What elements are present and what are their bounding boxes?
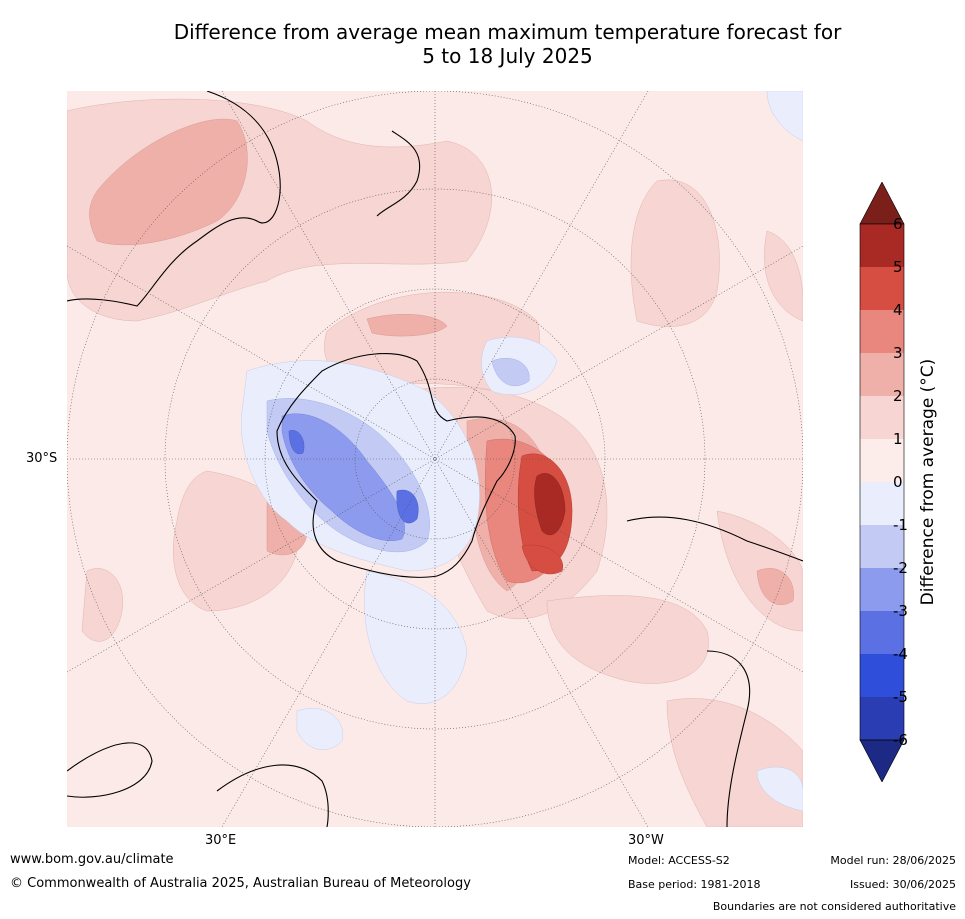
longitude-label-30w: 30°W: [628, 833, 664, 848]
colorbar-segment: [860, 310, 904, 353]
colorbar-tick-label: 6: [893, 215, 903, 233]
colorbar-tick-label: 4: [893, 301, 903, 319]
colorbar-segment: [860, 611, 904, 654]
graticule: [67, 91, 803, 827]
colorbar-tick-label: -4: [893, 645, 908, 663]
issued-date: Issued: 30/06/2025: [849, 878, 956, 891]
website-link[interactable]: www.bom.gov.au/climate: [10, 852, 174, 867]
colorbar-tick-label: 1: [893, 430, 903, 448]
colorbar-segment: [860, 568, 904, 611]
colorbar-tick-label: 0: [893, 473, 903, 491]
colorbar-tick-label: 2: [893, 387, 903, 405]
title-line-2: 5 to 18 July 2025: [422, 44, 593, 68]
colorbar-frame: [859, 223, 905, 741]
anomaly-4-to-5: [534, 473, 566, 536]
longitude-label-30e: 30°E: [205, 833, 237, 848]
map-title: Difference from average mean maximum tem…: [0, 20, 965, 68]
colorbar-tick-label: -1: [893, 516, 908, 534]
coastlines: [67, 91, 803, 827]
anomaly-minus2-to-minus3: [281, 413, 405, 541]
colorbar-segment: [860, 396, 904, 439]
latitude-label-30s: 30°S: [26, 451, 58, 466]
boundaries-disclaimer: Boundaries are not considered authoritat…: [712, 900, 956, 913]
model-run-date: Model run: 28/06/2025: [830, 854, 956, 867]
copyright-notice: © Commonwealth of Australia 2025, Austra…: [10, 876, 471, 891]
model-name: Model: ACCESS-S2: [628, 854, 730, 867]
colorbar-segment: [860, 439, 904, 482]
colorbar-segment: [860, 482, 904, 525]
colorbar-segment: [860, 654, 904, 697]
colorbar-title: Difference from average (°C): [918, 358, 938, 606]
colorbar-tick-label: -3: [893, 602, 908, 620]
colorbar-segment: [860, 525, 904, 568]
colorbar-tick-label: -6: [893, 731, 908, 749]
polar-map: [67, 91, 803, 827]
colorbar-tick-label: 3: [893, 344, 903, 362]
colorbar-segment: [860, 267, 904, 310]
colorbar-segment: [860, 697, 904, 740]
colorbar-scale: [859, 181, 905, 783]
colorbar-tick-label: -2: [893, 559, 908, 577]
colorbar-segment: [860, 224, 904, 267]
anomaly-field: [67, 91, 803, 827]
colorbar: [858, 181, 918, 783]
base-period: Base period: 1981-2018: [628, 878, 761, 891]
colorbar-tick-label: -5: [893, 688, 908, 706]
colorbar-segment: [860, 353, 904, 396]
colorbar-tick-label: 5: [893, 258, 903, 276]
title-line-1: Difference from average mean maximum tem…: [173, 20, 842, 44]
